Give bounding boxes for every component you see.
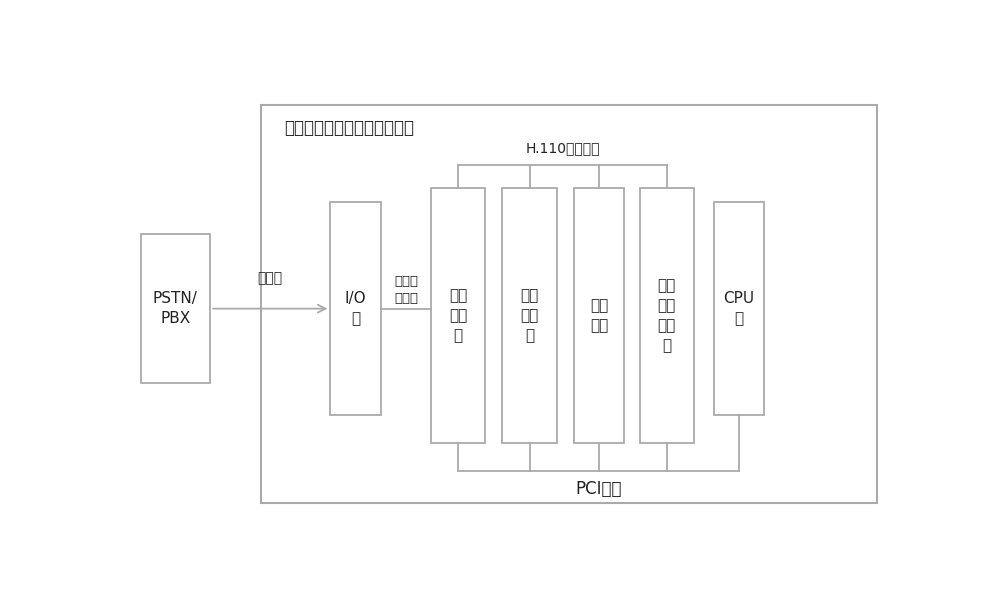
Bar [330, 202, 381, 415]
Bar [140, 235, 210, 383]
Text: 会议
桥板: 会议 桥板 [590, 298, 608, 333]
Text: 前后互
联针脚: 前后互 联针脚 [394, 275, 418, 305]
Text: 中继线: 中继线 [258, 272, 283, 285]
Text: I/O
板: I/O 板 [345, 291, 366, 326]
Bar [640, 188, 694, 443]
Text: 语音
导航
板: 语音 导航 板 [520, 288, 539, 343]
Text: H.110背板总线: H.110背板总线 [525, 141, 600, 156]
Text: 数字
中继
板: 数字 中继 板 [449, 288, 467, 343]
Bar [502, 188, 557, 443]
Bar [574, 188, 624, 443]
Text: PCI总线: PCI总线 [575, 480, 622, 498]
Text: 语音资源处理和交换服务平台: 语音资源处理和交换服务平台 [284, 119, 414, 137]
Text: 语音
增强
处理
板: 语音 增强 处理 板 [658, 278, 676, 353]
Bar [714, 202, 764, 415]
Text: PSTN/
PBX: PSTN/ PBX [153, 291, 198, 326]
Bar [431, 188, 485, 443]
Bar [261, 105, 877, 503]
Text: CPU
板: CPU 板 [724, 291, 755, 326]
